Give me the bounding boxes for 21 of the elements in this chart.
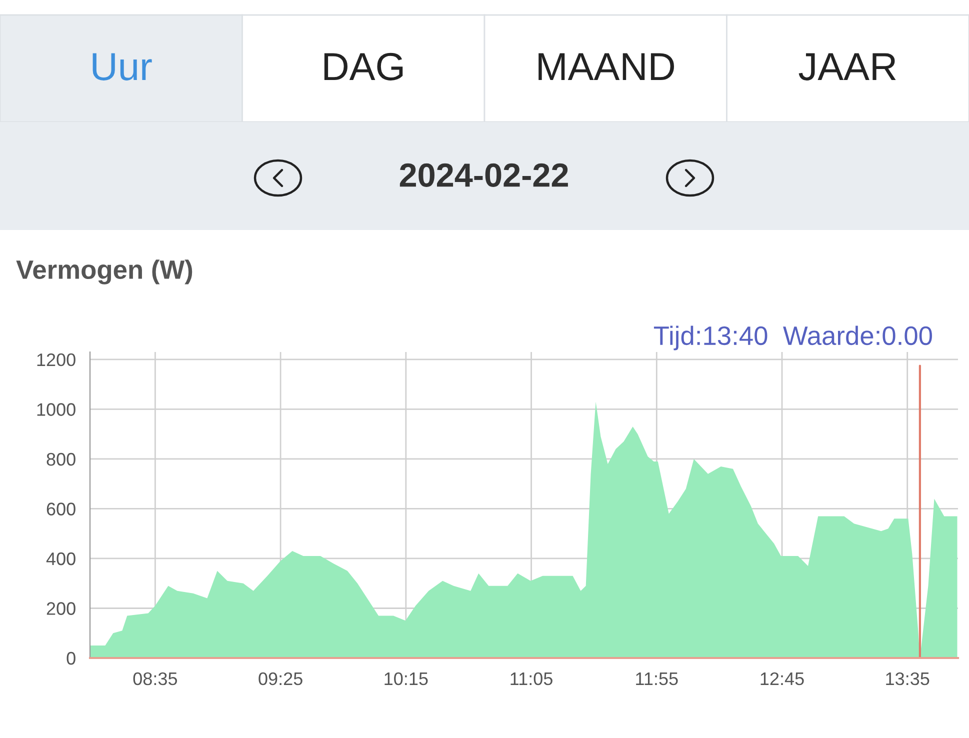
- text: Tijd:13:40 Waarde:0.00: [654, 326, 932, 350]
- y-tick-label: 1000: [37, 403, 76, 416]
- text: DAG: [324, 52, 403, 80]
- x-tick-label: 13:35: [886, 672, 930, 686]
- y-tick-label: 400: [46, 552, 76, 566]
- y-tick-label: 0: [66, 652, 76, 665]
- x-tick-label: 09:25: [258, 672, 302, 686]
- chart-subtitle: 2024-02-22: [400, 163, 568, 187]
- x-tick-label: 11:05: [510, 672, 552, 686]
- text: JAAR: [798, 53, 896, 80]
- x-tick-label: 10:15: [384, 672, 428, 686]
- y-tick-label: 1200: [37, 353, 76, 366]
- x-tick-label: 08:35: [133, 672, 178, 686]
- x-tick-label: 11:55: [636, 672, 678, 686]
- y-tick-label: 200: [46, 602, 76, 615]
- text: Uur: [92, 53, 152, 80]
- text: MAAND: [538, 53, 674, 80]
- y-tick-label: 600: [46, 502, 76, 516]
- x-tick-label: 12:45: [760, 672, 804, 686]
- y-tick-label: 800: [46, 452, 76, 466]
- chart-title: Vermogen (W): [16, 260, 192, 284]
